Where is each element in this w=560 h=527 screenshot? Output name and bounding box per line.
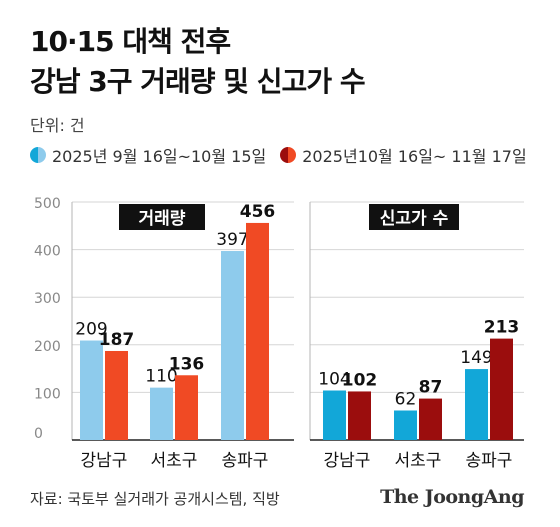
panel-title: 거래량	[139, 209, 186, 229]
y-tick-label: 200	[34, 339, 61, 355]
bar	[465, 369, 488, 440]
bar	[105, 350, 128, 440]
bar	[490, 338, 513, 440]
bar	[150, 387, 173, 440]
source-note: 자료: 국토부 실거래가 공개시스템, 직방	[30, 490, 280, 508]
bar	[246, 222, 269, 440]
bar	[348, 391, 371, 440]
panel-title-box	[119, 204, 205, 230]
panel-title-box	[369, 204, 459, 230]
x-tick-label: 강남구	[324, 451, 371, 471]
legend-item-after: 2025년10월 16일~ 11월 17일	[280, 143, 527, 167]
bar	[175, 375, 198, 440]
data-label: 456	[240, 202, 276, 222]
y-tick-label: 400	[34, 244, 61, 260]
legend-swatch-before	[30, 147, 46, 163]
data-label: 62	[395, 389, 417, 409]
bar	[221, 251, 244, 440]
unit-label: 단위: 건	[30, 116, 85, 135]
data-label: 149	[460, 348, 492, 368]
chart-title: 10·15 대책 전후 강남 3구 거래량 및 신고가 수	[30, 22, 366, 102]
bar	[80, 340, 103, 440]
legend-item-before: 2025년 9월 16일~10월 15일	[30, 143, 266, 167]
y-tick-label: 300	[34, 291, 61, 307]
legend-swatch-after	[280, 147, 297, 163]
x-tick-label: 강남구	[81, 451, 128, 471]
data-label: 102	[342, 370, 378, 390]
x-tick-label: 서초구	[151, 451, 198, 471]
data-label: 213	[484, 318, 520, 338]
x-tick-label: 송파구	[222, 451, 269, 471]
data-label: 104	[318, 369, 350, 389]
legend: 2025년 9월 16일~10월 15일 2025년10월 16일~ 11월 1…	[30, 143, 541, 167]
data-label: 136	[169, 354, 205, 374]
data-label: 397	[216, 230, 248, 250]
x-tick-label: 서초구	[395, 451, 442, 471]
data-label: 110	[145, 367, 177, 387]
legend-label-after: 2025년10월 16일~ 11월 17일	[302, 147, 527, 166]
data-label: 87	[419, 378, 443, 398]
data-label: 209	[75, 320, 107, 340]
brand-logo: The JoongAng	[380, 486, 524, 508]
y-tick-label: 0	[34, 426, 43, 442]
bar	[419, 398, 442, 440]
x-tick-label: 송파구	[466, 451, 513, 471]
bar	[323, 390, 346, 440]
data-label: 187	[99, 330, 135, 350]
y-tick-label: 500	[34, 196, 61, 212]
y-tick-label: 100	[34, 386, 61, 402]
title-line-1: 10·15 대책 전후	[30, 25, 231, 58]
legend-label-before: 2025년 9월 16일~10월 15일	[52, 147, 267, 166]
title-line-2: 강남 3구 거래량 및 신고가 수	[30, 65, 366, 98]
bar	[394, 410, 417, 440]
panel-title: 신고가 수	[380, 209, 449, 229]
